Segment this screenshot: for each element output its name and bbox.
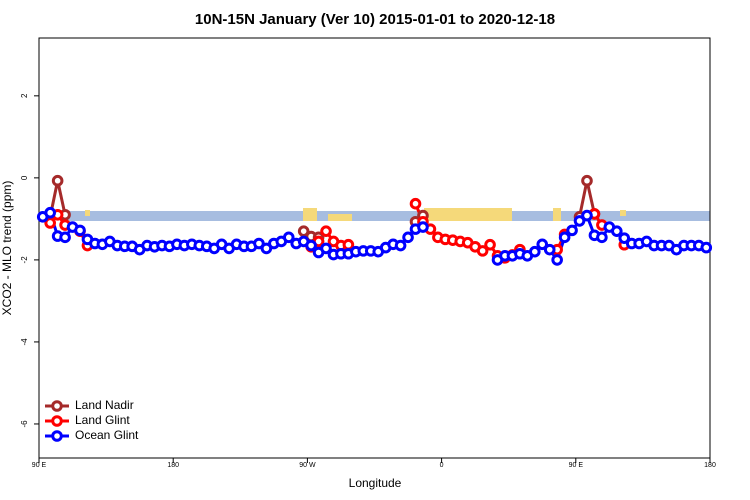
legend-label: Land Nadir <box>75 398 134 412</box>
x-tick-label: 90 W <box>299 462 316 469</box>
legend-label: Land Glint <box>75 413 130 427</box>
point <box>484 238 496 251</box>
point <box>342 238 355 251</box>
point <box>476 245 489 257</box>
y-tick-label: -6 <box>20 420 29 428</box>
y-axis-label: XCO2 - MLO trend (ppm) <box>0 181 14 316</box>
x-tick-label: 0 <box>440 462 444 469</box>
point <box>260 242 273 255</box>
point <box>409 197 422 210</box>
point <box>417 221 429 233</box>
legend-label: Ocean Glint <box>75 428 139 442</box>
point <box>558 231 571 244</box>
point <box>320 242 332 255</box>
y-tick-label: -2 <box>20 256 29 264</box>
point <box>573 215 586 227</box>
point <box>543 243 556 256</box>
land-patch <box>328 214 352 221</box>
land-patch <box>620 210 626 216</box>
land-patch <box>553 208 561 221</box>
y-tick-label: 2 <box>20 93 29 98</box>
point <box>51 174 64 187</box>
point <box>282 231 295 244</box>
legend-marker <box>51 400 63 412</box>
x-tick-label: 180 <box>167 462 179 469</box>
point <box>618 232 631 244</box>
point <box>700 241 713 254</box>
point <box>528 245 541 258</box>
legend-marker <box>51 430 63 442</box>
point <box>581 209 593 222</box>
y-tick-label: 0 <box>20 175 29 180</box>
x-tick-label: 90 E <box>569 462 584 469</box>
point <box>74 224 86 237</box>
point <box>59 231 71 244</box>
point <box>394 239 407 252</box>
x-axis-label: Longitude <box>349 476 402 490</box>
land-patch <box>303 208 317 221</box>
point <box>566 224 578 237</box>
point <box>305 239 317 252</box>
legend-marker <box>51 415 63 427</box>
point <box>253 237 265 250</box>
point <box>551 254 563 266</box>
point <box>611 225 623 237</box>
point <box>297 225 310 237</box>
map-band <box>64 208 710 221</box>
ocean-strip <box>64 211 710 221</box>
point <box>320 225 332 237</box>
point <box>536 238 549 251</box>
point <box>581 174 593 187</box>
land-patch <box>85 210 90 216</box>
point <box>44 206 56 219</box>
point <box>402 231 414 244</box>
land-patch <box>424 208 512 221</box>
y-tick-label: -4 <box>20 338 29 346</box>
point <box>44 217 56 229</box>
chart-title: 10N-15N January (Ver 10) 2015-01-01 to 2… <box>195 11 555 28</box>
x-tick-label: 90 E <box>32 462 47 469</box>
point <box>596 231 608 244</box>
x-tick-label: 180 <box>704 462 716 469</box>
